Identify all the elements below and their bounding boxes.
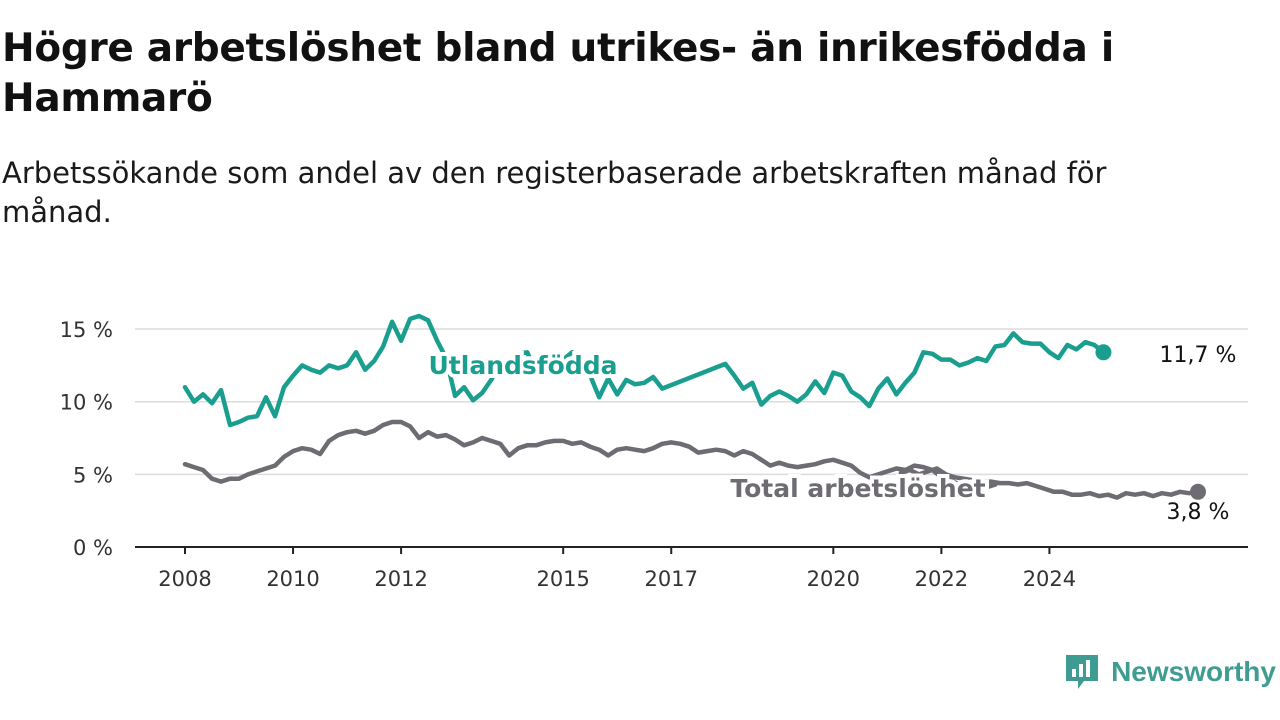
y-axis-ticks: 0 % 5 % 10 % 15 %: [60, 318, 113, 560]
x-tick-label: 2012: [374, 567, 427, 591]
chart-subtitle: Arbetssökande som andel av den registerb…: [2, 156, 1107, 229]
brand-name: Newsworthy: [1111, 656, 1276, 687]
grid-lines: [135, 328, 1248, 476]
chart-title: Högre arbetslöshet bland utrikes- än inr…: [2, 26, 1114, 121]
x-tick-label: 2024: [1023, 567, 1076, 591]
x-tick-label: 2022: [915, 567, 968, 591]
series-line: [898, 466, 1201, 500]
series-lines: [182, 313, 1201, 500]
x-tick-label: 2015: [536, 567, 589, 591]
y-tick-label: 0 %: [73, 536, 113, 560]
x-tick-label: 2008: [158, 567, 211, 591]
series-end-label: 11,7 %: [1160, 343, 1237, 368]
series-labels: 11,7 % 3,8 % Utlandsfödda Total arbetslöshe…: [425, 341, 1239, 528]
y-tick-label: 10 %: [60, 391, 113, 415]
x-tick-label: 2017: [645, 567, 698, 591]
series-line: [182, 419, 998, 490]
x-tick-label: 2020: [807, 567, 860, 591]
series-name-label: Utlandsfödda: [429, 351, 618, 380]
series-end-marker: [1190, 483, 1206, 500]
newsworthy-logo-icon: [1066, 655, 1099, 689]
y-tick-label: 5 %: [73, 463, 113, 487]
brand-logo: Newsworthy: [1063, 652, 1276, 692]
y-tick-label: 15 %: [60, 318, 113, 342]
series-name-label: Total arbetslöshet: [730, 474, 985, 503]
series-end-label: 3,8 %: [1167, 500, 1230, 525]
series-line: [182, 313, 1106, 428]
series-end-marker: [1095, 344, 1112, 361]
x-tick-label: 2010: [266, 567, 319, 591]
x-axis-ticks: 2008 2010 2012 2015 2017 2020 2022 2024: [158, 547, 1076, 591]
